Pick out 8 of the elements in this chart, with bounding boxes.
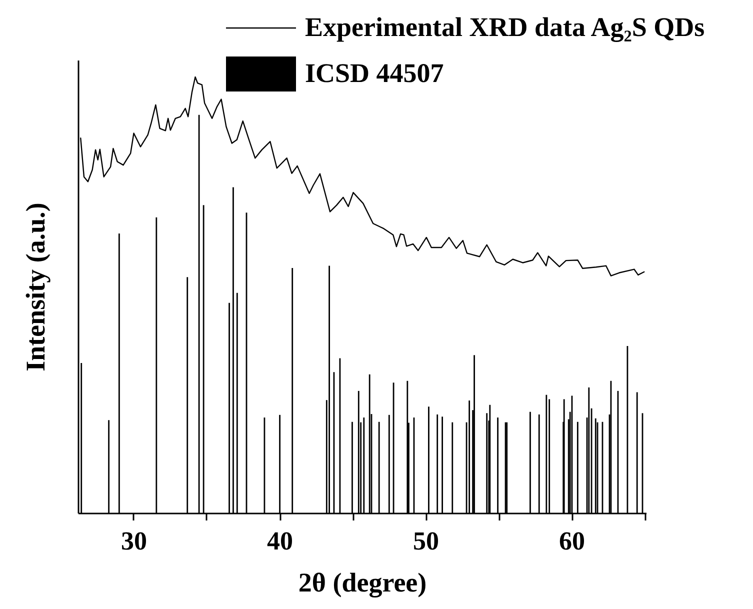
x-tick-label: 50 — [413, 526, 440, 556]
x-tick-label: 30 — [120, 526, 147, 556]
x-tick-label: 60 — [559, 526, 586, 556]
y-axis-title: Intensity (a.u.) — [20, 202, 50, 372]
legend-label: Experimental XRD data Ag₂S QDs — [305, 12, 705, 42]
x-tick-label: 40 — [267, 526, 293, 556]
legend-label: ICSD 44507 — [305, 58, 444, 88]
x-axis-title: 2θ (degree) — [298, 568, 427, 598]
